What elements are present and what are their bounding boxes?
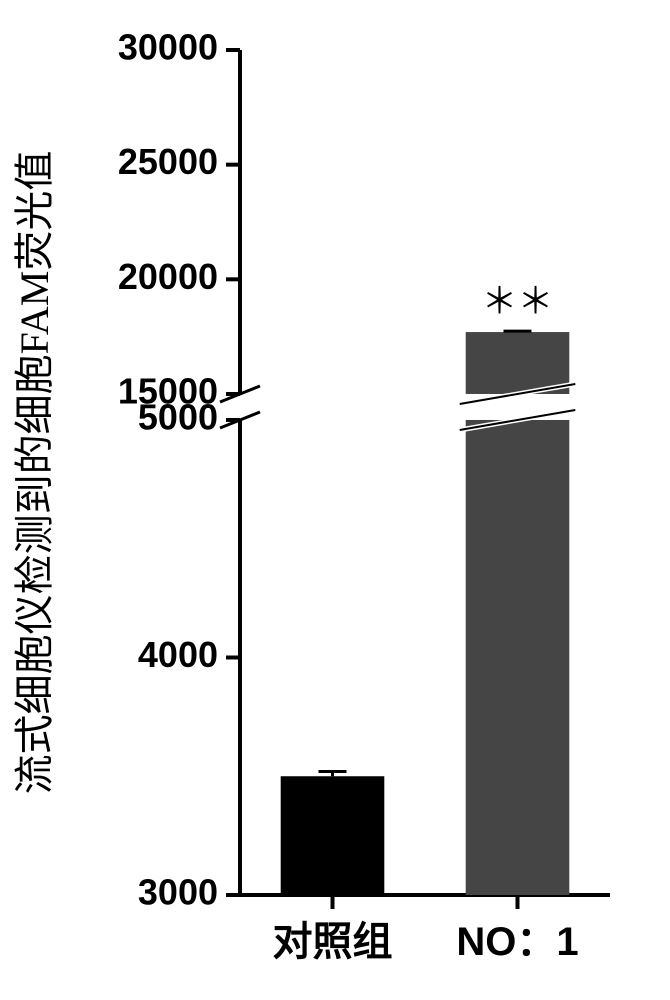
y-tick-label: 3000 bbox=[138, 872, 218, 913]
bar-upper bbox=[466, 332, 570, 394]
significance-annotation: ＊＊ bbox=[481, 280, 553, 321]
y-tick-label: 30000 bbox=[118, 27, 218, 68]
x-label: NO：1 bbox=[456, 920, 578, 964]
y-tick-label: 4000 bbox=[138, 634, 218, 675]
y-tick-label: 20000 bbox=[118, 256, 218, 297]
x-label: 对照组 bbox=[273, 920, 393, 964]
y-tick-label: 15000 bbox=[118, 370, 218, 411]
bar bbox=[281, 776, 385, 895]
y-axis-label: 流式细胞仪检测到的细胞FAM荧光值 bbox=[12, 151, 57, 795]
y-tick-label: 25000 bbox=[118, 141, 218, 182]
bar-lower bbox=[466, 420, 570, 895]
